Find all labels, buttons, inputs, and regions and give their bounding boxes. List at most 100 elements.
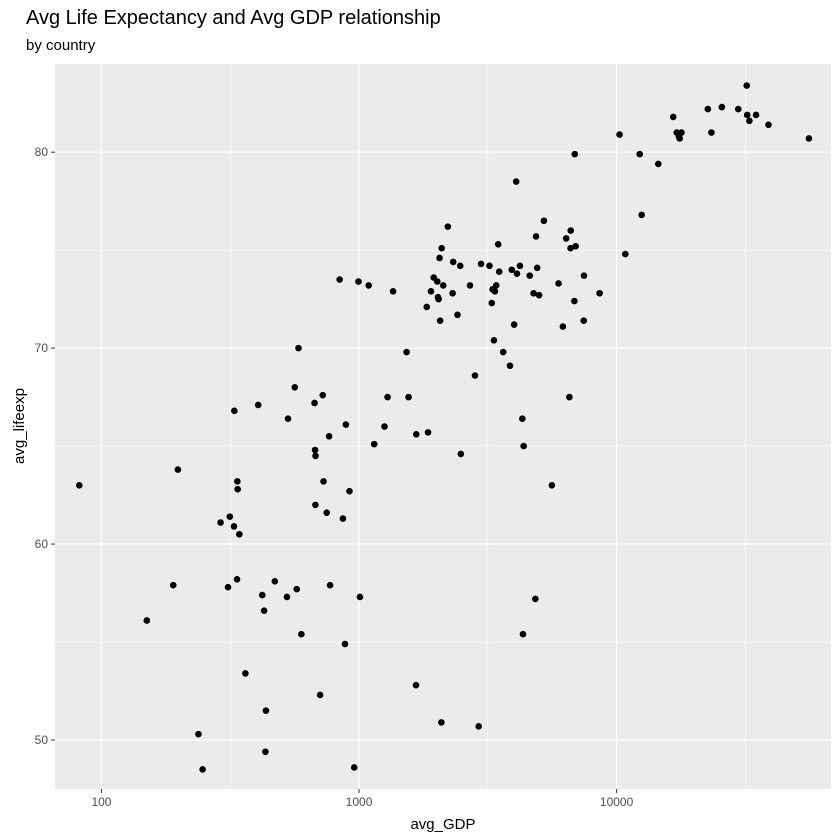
- data-point: [319, 391, 327, 399]
- data-point: [320, 478, 327, 485]
- data-point: [532, 595, 539, 603]
- data-point: [449, 258, 457, 266]
- data-point: [638, 211, 645, 219]
- data-point: [356, 593, 364, 601]
- y-tick-label: 60: [35, 537, 49, 551]
- data-point: [580, 272, 588, 279]
- x-axis-title: avg_GDP: [410, 816, 475, 833]
- data-point: [230, 523, 238, 530]
- data-point: [654, 160, 662, 168]
- data-point: [471, 372, 479, 379]
- data-point: [516, 262, 524, 270]
- data-point: [438, 244, 445, 252]
- data-point: [323, 509, 331, 517]
- data-point: [312, 452, 319, 460]
- data-point: [389, 287, 397, 295]
- data-point: [562, 235, 570, 242]
- data-point: [75, 481, 83, 489]
- data-point: [234, 478, 241, 485]
- data-point: [491, 287, 499, 295]
- data-point: [475, 722, 483, 730]
- data-point: [174, 466, 182, 473]
- data-point: [676, 135, 683, 142]
- data-point: [519, 415, 526, 422]
- data-point: [224, 583, 232, 591]
- data-point: [346, 487, 353, 495]
- data-point: [530, 289, 537, 297]
- data-point: [231, 407, 238, 415]
- data-point: [236, 530, 243, 538]
- data-point: [506, 362, 514, 370]
- y-tick-label: 80: [35, 145, 49, 159]
- chart-title: Avg Life Expectancy and Avg GDP relation…: [26, 7, 441, 29]
- data-point: [339, 515, 347, 522]
- data-point: [260, 607, 268, 614]
- data-point: [678, 129, 685, 136]
- data-point: [533, 264, 541, 272]
- data-point: [195, 730, 202, 738]
- plot-panel: [55, 64, 831, 789]
- data-point: [365, 282, 372, 289]
- data-point: [412, 431, 420, 438]
- data-point: [169, 581, 177, 589]
- data-point: [412, 681, 420, 689]
- data-point: [298, 630, 305, 638]
- data-point: [295, 344, 302, 352]
- data-point: [311, 399, 318, 407]
- data-point: [752, 111, 760, 119]
- data-point: [439, 282, 447, 289]
- data-point: [433, 278, 441, 285]
- data-point: [743, 111, 751, 119]
- data-point: [350, 764, 358, 771]
- data-point: [199, 766, 206, 773]
- data-point: [444, 223, 452, 230]
- data-point: [226, 513, 234, 520]
- y-tick-label: 70: [35, 341, 49, 355]
- data-point: [548, 481, 556, 489]
- data-point: [436, 317, 444, 324]
- data-point: [535, 291, 543, 299]
- data-point: [622, 250, 629, 258]
- data-point: [526, 272, 534, 279]
- data-point: [567, 244, 574, 252]
- data-point: [234, 485, 242, 493]
- data-point: [571, 297, 578, 305]
- x-tick-label: 1000: [346, 795, 373, 809]
- data-point: [283, 593, 291, 601]
- data-point: [258, 591, 266, 599]
- data-point: [559, 323, 567, 330]
- data-point: [596, 289, 603, 297]
- data-point: [520, 442, 527, 450]
- data-point: [508, 266, 516, 274]
- data-point: [262, 707, 270, 714]
- data-point: [466, 282, 474, 289]
- data-point: [555, 280, 562, 287]
- data-point: [499, 348, 507, 356]
- data-point: [438, 719, 445, 726]
- data-point: [312, 501, 319, 509]
- data-point: [513, 270, 521, 277]
- data-point: [435, 295, 442, 303]
- data-point: [341, 640, 349, 648]
- data-point: [233, 576, 241, 583]
- chart-subtitle: by country: [26, 37, 96, 54]
- data-point: [765, 121, 772, 129]
- data-point: [572, 242, 579, 250]
- data-point: [326, 581, 334, 589]
- x-axis-ticks: 100 1000 10000: [91, 789, 634, 809]
- data-point: [492, 282, 500, 289]
- data-point: [423, 303, 431, 311]
- y-tick-label: 50: [35, 733, 49, 747]
- data-point: [254, 401, 262, 409]
- data-point: [571, 150, 579, 158]
- data-point: [510, 321, 518, 328]
- data-point: [566, 393, 573, 401]
- data-point: [403, 348, 410, 356]
- data-point: [616, 131, 623, 138]
- data-point: [669, 113, 677, 121]
- x-tick-label: 10000: [600, 795, 634, 809]
- data-point: [217, 519, 224, 526]
- data-point: [540, 217, 548, 225]
- data-point: [262, 748, 269, 756]
